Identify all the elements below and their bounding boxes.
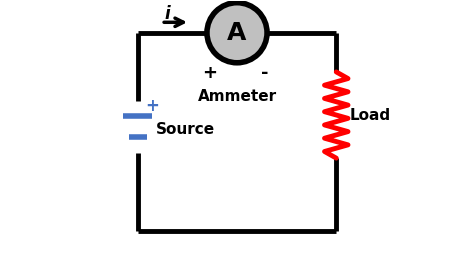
Circle shape [207,3,267,63]
Text: Load: Load [349,107,391,122]
Text: +: + [146,97,159,115]
Text: Ammeter: Ammeter [198,89,276,104]
Text: -: - [261,64,268,82]
Text: +: + [202,64,217,82]
Text: A: A [228,21,246,45]
Text: i: i [165,6,171,23]
Text: Source: Source [156,122,215,137]
